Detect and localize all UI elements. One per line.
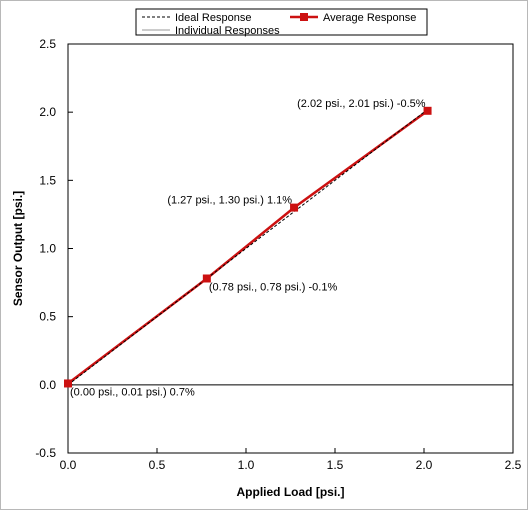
data-point-annotation: (0.78 psi., 0.78 psi.) -0.1% bbox=[209, 281, 338, 293]
ideal-response-line bbox=[67, 109, 428, 386]
y-tick-label: 1.0 bbox=[39, 242, 56, 256]
x-tick-label: 1.5 bbox=[327, 458, 344, 472]
data-point-annotation: (2.02 psi., 2.01 psi.) -0.5% bbox=[297, 98, 426, 110]
y-tick-label: -0.5 bbox=[35, 446, 56, 460]
data-point-annotation: (0.00 psi., 0.01 psi.) 0.7% bbox=[70, 386, 195, 398]
legend-label-individual-responses: Individual Responses bbox=[175, 25, 280, 37]
y-tick-label: 0.5 bbox=[39, 310, 56, 324]
y-axis-title: Sensor Output [psi.] bbox=[11, 191, 25, 306]
x-axis-title: Applied Load [psi.] bbox=[237, 485, 345, 499]
y-tick-label: 1.5 bbox=[39, 173, 56, 187]
legend-marker-average-response bbox=[300, 13, 308, 21]
y-tick-label: 2.5 bbox=[39, 37, 56, 51]
legend-label-ideal-response: Ideal Response bbox=[175, 12, 251, 24]
legend-label-average-response: Average Response bbox=[323, 12, 416, 24]
average-response-point bbox=[423, 106, 432, 115]
x-tick-label: 0.5 bbox=[149, 458, 166, 472]
y-tick-label: 2.0 bbox=[39, 105, 56, 119]
average-response-point bbox=[290, 203, 299, 212]
average-response-line bbox=[67, 109, 429, 385]
legend-box bbox=[135, 8, 428, 36]
x-tick-label: 0.0 bbox=[60, 458, 77, 472]
average-response-point bbox=[202, 274, 211, 283]
x-tick-label: 2.0 bbox=[416, 458, 433, 472]
y-tick-label: 0.0 bbox=[39, 378, 56, 392]
average-response-point bbox=[64, 379, 72, 388]
x-tick-label: 2.5 bbox=[505, 458, 522, 472]
x-tick-label: 1.0 bbox=[238, 458, 255, 472]
data-point-annotation: (1.27 psi., 1.30 psi.) 1.1% bbox=[167, 195, 292, 207]
